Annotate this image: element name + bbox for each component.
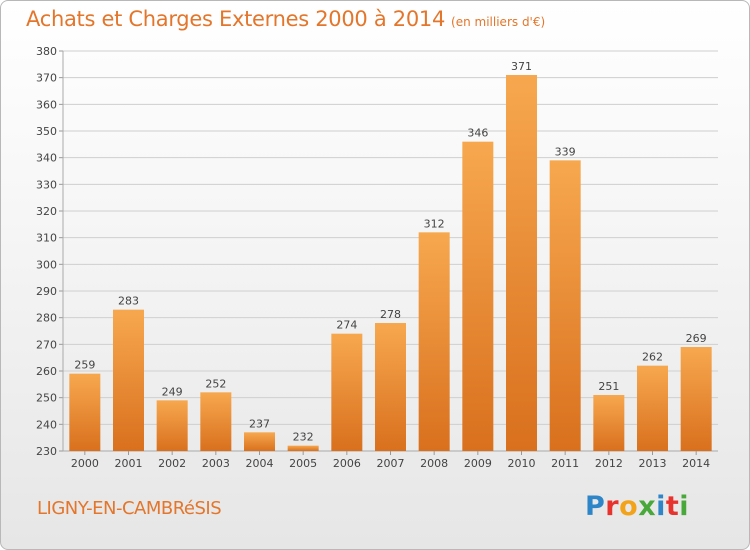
x-tick-label-2002: 2002 — [158, 457, 186, 470]
x-tick-label-2006: 2006 — [333, 457, 361, 470]
chart-title: Achats et Charges Externes 2000 à 2014 (e… — [26, 7, 545, 31]
bar-2006 — [331, 333, 363, 451]
y-tick-label: 240 — [36, 418, 57, 431]
data-label-2002: 249 — [162, 385, 183, 398]
y-tick-label: 330 — [36, 178, 57, 191]
bar-2001 — [113, 309, 144, 451]
x-tick-label-2013: 2013 — [639, 457, 667, 470]
bar-2007 — [375, 323, 406, 451]
bar-2009 — [462, 141, 494, 451]
bar-2014 — [680, 347, 712, 451]
x-tick-label-2010: 2010 — [508, 457, 536, 470]
y-tick-label: 360 — [36, 98, 57, 111]
bar-2004 — [244, 432, 275, 451]
bars — [69, 75, 712, 452]
bar-2005 — [287, 445, 319, 451]
bar-2011 — [549, 160, 581, 452]
proxiti-logo[interactable]: Proxiti — [585, 491, 689, 522]
y-tick-label: 380 — [36, 45, 57, 58]
x-tick-label-2012: 2012 — [595, 457, 623, 470]
data-label-2003: 252 — [205, 377, 226, 390]
data-label-2006: 274 — [336, 319, 357, 332]
x-tick-label-2004: 2004 — [246, 457, 274, 470]
data-label-2001: 283 — [118, 295, 139, 308]
x-tick-label-2011: 2011 — [551, 457, 579, 470]
bar-2003 — [200, 392, 232, 451]
y-tick-label: 270 — [36, 338, 57, 351]
x-tick-label-2014: 2014 — [682, 457, 710, 470]
x-tick-label-2000: 2000 — [71, 457, 99, 470]
logo-letter: r — [605, 491, 620, 522]
town-name: LIGNY-EN-CAMBRéSIS — [37, 498, 222, 519]
logo-letter: t — [665, 491, 680, 522]
y-tick-label: 320 — [36, 205, 57, 218]
y-tick-label: 280 — [36, 312, 57, 325]
logo-letter: i — [656, 491, 666, 522]
y-tick-label: 340 — [36, 152, 57, 165]
bar-2008 — [418, 232, 450, 451]
data-label-2005: 232 — [293, 431, 314, 444]
y-tick-label: 310 — [36, 232, 57, 245]
data-label-2011: 339 — [555, 145, 576, 158]
x-tick-label-2001: 2001 — [115, 457, 143, 470]
bar-2000 — [69, 373, 101, 451]
y-tick-label: 370 — [36, 72, 57, 85]
y-tick-label: 230 — [36, 445, 57, 458]
data-label-2010: 371 — [511, 60, 532, 73]
x-tick-label-2005: 2005 — [289, 457, 317, 470]
chart-title-text: Achats et Charges Externes 2000 à 2014 — [26, 7, 446, 31]
y-tick-label: 300 — [36, 258, 57, 271]
y-tick-label: 260 — [36, 365, 57, 378]
data-label-2012: 251 — [598, 380, 619, 393]
data-label-2009: 346 — [467, 127, 488, 140]
data-label-2014: 269 — [686, 332, 707, 345]
bar-2002 — [156, 400, 188, 451]
y-axis: 230 240 250 260 270 280 290 300 310 320 330 340 350 3… — [36, 45, 64, 458]
data-label-2000: 259 — [74, 359, 95, 372]
logo-letter: P — [585, 491, 606, 522]
y-tick-label: 250 — [36, 392, 57, 405]
bar-2013 — [637, 365, 668, 451]
logo-letter: o — [619, 491, 639, 522]
chart-subtitle: (en milliers d'€) — [451, 15, 546, 29]
x-tick-label-2007: 2007 — [377, 457, 405, 470]
x-tick-label-2003: 2003 — [202, 457, 230, 470]
data-label-2007: 278 — [380, 308, 401, 321]
x-tick-label-2008: 2008 — [420, 457, 448, 470]
data-label-2008: 312 — [424, 217, 445, 230]
x-axis: 2000 2001 2002 2003 2004 2005 2006 2007 2008 2009… — [63, 450, 718, 470]
x-tick-label-2009: 2009 — [464, 457, 492, 470]
data-label-2013: 262 — [642, 351, 663, 364]
logo-letter: i — [679, 491, 690, 522]
data-label-2004: 237 — [249, 417, 270, 430]
logo-letter: x — [638, 491, 657, 522]
y-tick-label: 350 — [36, 125, 57, 138]
y-tick-label: 290 — [36, 285, 57, 298]
bar-2010 — [506, 75, 537, 451]
bar-2012 — [593, 395, 625, 451]
data-labels: 259 283 249 252 237 232 274 278 312 346 371 339 251 2… — [74, 60, 706, 444]
